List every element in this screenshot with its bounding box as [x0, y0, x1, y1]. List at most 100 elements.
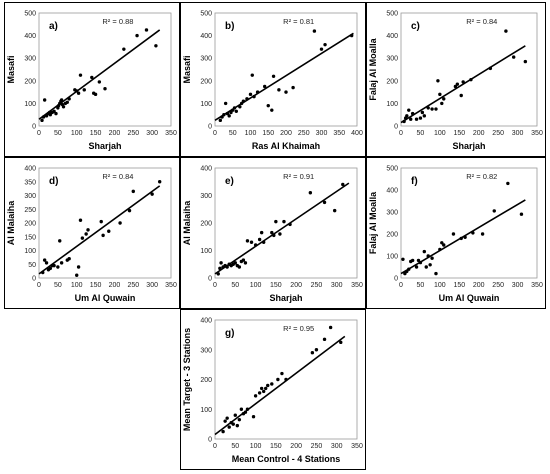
data-point — [227, 114, 231, 118]
data-point — [288, 222, 292, 227]
y-tick-label: 150 — [24, 234, 36, 241]
data-point — [310, 351, 315, 355]
x-tick-label: 100 — [250, 282, 262, 289]
x-tick-label: 350 — [531, 130, 543, 137]
chart-e-svg: 0 50 100 150 200 250 300 350 0 100 200 300 400 Sharja… — [182, 166, 363, 304]
data-point — [67, 97, 71, 101]
data-point — [270, 382, 274, 386]
x-axis-label: Sharjah — [88, 141, 121, 151]
data-point — [122, 47, 126, 51]
x-tick-label: 200 — [290, 282, 302, 289]
data-point — [52, 109, 56, 114]
y-tick-label: 500 — [200, 11, 212, 18]
data-point — [420, 110, 425, 115]
y-tick-label: 100 — [200, 248, 212, 255]
x-tick-label: 50 — [417, 130, 425, 137]
x-tick-label: 0 — [399, 130, 403, 137]
data-point — [80, 236, 85, 240]
plot-area — [38, 167, 172, 279]
trendline — [400, 45, 526, 124]
x-tick-label: 0 — [213, 443, 217, 450]
x-tick-label: 300 — [512, 130, 524, 137]
data-point — [434, 271, 438, 276]
data-point — [434, 107, 438, 111]
data-point — [270, 108, 274, 112]
data-point — [271, 74, 276, 78]
x-tick-label: 50 — [231, 443, 239, 450]
y-tick-label: 250 — [24, 207, 36, 214]
x-tick-label: 250 — [492, 282, 504, 289]
data-point — [418, 260, 423, 265]
trendline — [38, 185, 161, 275]
y-tick-label: 0 — [32, 124, 36, 131]
y-tick-label: 200 — [200, 78, 212, 85]
data-point — [461, 80, 465, 84]
r-squared-label: R² = 0.84 — [466, 17, 497, 26]
x-tick-label: 250 — [311, 282, 323, 289]
r-squared-label: R² = 0.81 — [283, 17, 314, 26]
data-point — [251, 414, 256, 419]
x-axis-label: Mean Control - 4 Stations — [232, 454, 341, 464]
chart-a-svg: 0 50 100 150 200 250 300 350 0 100 200 300 400 500 Sha… — [6, 11, 177, 152]
y-tick-label: 300 — [386, 210, 398, 217]
x-tick-label: 100 — [434, 130, 446, 137]
data-point — [314, 348, 319, 352]
data-point — [221, 429, 225, 434]
x-axis-label: Sharjah — [452, 141, 485, 151]
data-point — [282, 219, 286, 224]
data-point — [144, 28, 149, 32]
data-point — [322, 337, 327, 342]
data-point — [407, 267, 411, 271]
y-tick-label: 400 — [24, 166, 36, 173]
data-point — [232, 106, 237, 110]
data-point — [430, 107, 434, 111]
y-axis-label: Mean Target - 3 Stations — [182, 328, 192, 431]
data-point — [430, 256, 434, 260]
x-axis-label: Um Al Quwain — [75, 293, 136, 303]
data-point — [222, 113, 226, 117]
chart-f-svg: 0 50 100 150 200 250 300 350 0 100 200 300 400 500 Um … — [368, 166, 543, 304]
panel-letter: d) — [49, 176, 58, 187]
data-point — [237, 417, 242, 422]
data-point — [442, 97, 446, 101]
chart-c-svg: 0 50 100 150 200 250 300 350 0 100 200 300 400 500 Sha… — [368, 11, 543, 152]
y-tick-label: 100 — [386, 101, 398, 108]
data-point — [401, 257, 405, 261]
data-point — [339, 340, 343, 345]
x-tick-label: 100 — [250, 443, 262, 450]
data-point — [414, 265, 419, 269]
x-tick-label: 350 — [351, 443, 363, 450]
panel-letter: c) — [411, 21, 420, 32]
plot-area — [400, 167, 538, 279]
y-tick-label: 500 — [386, 11, 398, 18]
data-point — [44, 114, 49, 118]
data-point — [403, 271, 407, 276]
x-tick-label: 400 — [351, 130, 363, 137]
data-point — [241, 258, 246, 262]
data-point — [270, 230, 274, 235]
plot-area — [38, 12, 172, 127]
y-tick-label: 0 — [208, 124, 212, 131]
data-point — [407, 108, 411, 112]
data-point — [52, 263, 56, 268]
data-point — [349, 33, 354, 38]
data-point — [278, 232, 282, 236]
x-tick-label: 50 — [54, 282, 62, 289]
r-squared-label: R² = 0.88 — [102, 17, 133, 26]
y-tick-label: 400 — [386, 33, 398, 40]
data-point — [56, 265, 60, 269]
y-tick-label: 0 — [394, 124, 398, 131]
data-point — [459, 236, 463, 241]
data-point — [223, 419, 227, 423]
data-point — [103, 87, 107, 91]
trendline — [214, 182, 350, 275]
x-tick-label: 200 — [109, 130, 121, 137]
data-point — [402, 119, 406, 124]
y-tick-label: 400 — [200, 318, 212, 325]
data-point — [422, 249, 427, 254]
data-point — [59, 261, 64, 265]
x-tick-label: 0 — [37, 282, 41, 289]
data-point — [277, 88, 281, 92]
chart-b-svg: 0 50 100 150 200 250 300 350 400 0 100 200 300 400 500… — [182, 11, 363, 152]
x-tick-label: 300 — [316, 130, 328, 137]
